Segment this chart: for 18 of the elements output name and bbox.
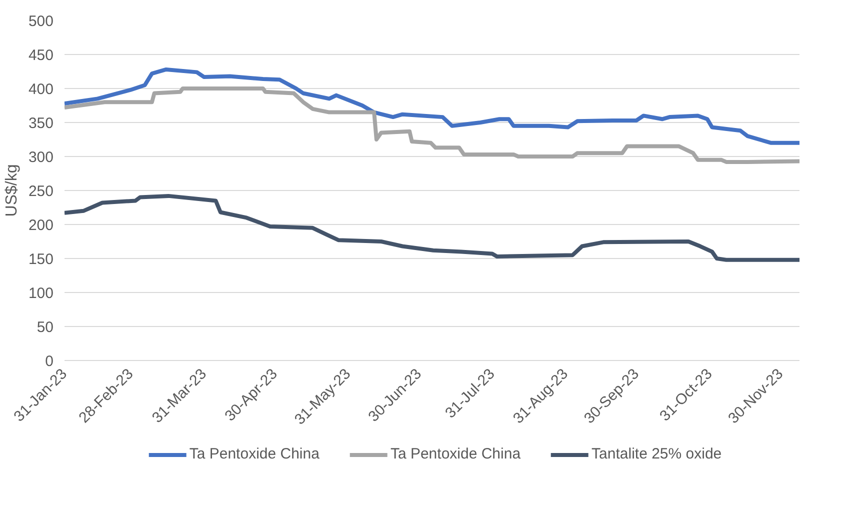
y-tick-label: 250 xyxy=(28,183,54,200)
y-tick-label: 150 xyxy=(28,251,54,268)
legend-label: Ta Pentoxide China xyxy=(189,446,320,462)
y-tick-label: 350 xyxy=(28,115,54,132)
y-tick-label: 0 xyxy=(45,353,54,370)
legend-label: Tantalite 25% oxide xyxy=(592,446,722,462)
y-axis-title: US$/kg xyxy=(3,164,20,217)
y-tick-label: 300 xyxy=(28,149,54,166)
y-tick-label: 450 xyxy=(28,47,54,64)
line-series xyxy=(64,67,800,145)
y-tick-label: 100 xyxy=(28,285,54,302)
legend-label: Ta Pentoxide China xyxy=(390,446,521,462)
y-tick-label: 400 xyxy=(28,81,54,98)
line-series xyxy=(64,194,800,262)
y-tick-label: 200 xyxy=(28,217,54,234)
y-tick-label: 50 xyxy=(36,319,54,336)
line-series xyxy=(64,86,800,164)
y-tick-label: 500 xyxy=(28,13,54,30)
